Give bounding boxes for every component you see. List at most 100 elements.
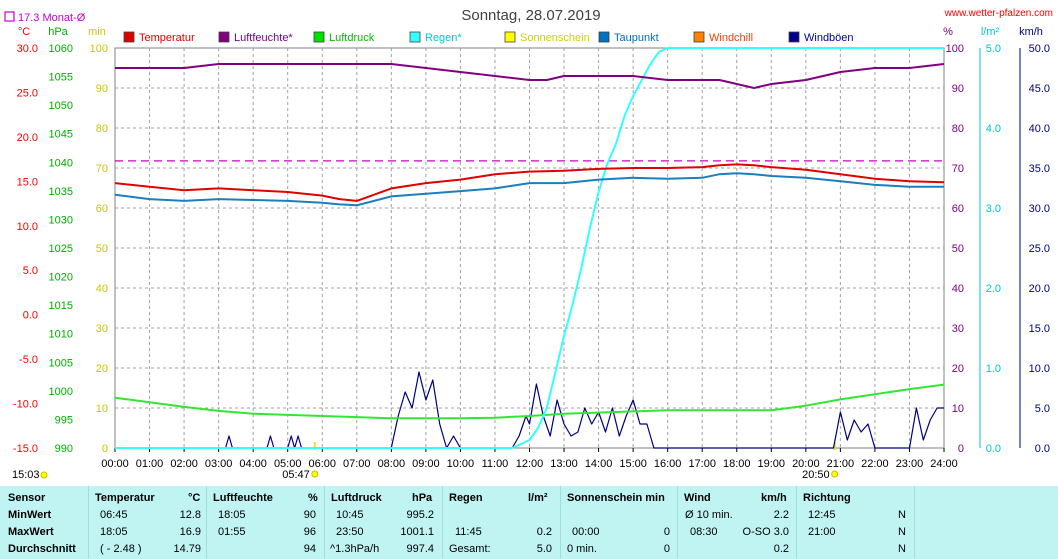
sunshine-axis-tick-label: 60 [96,203,108,215]
rain-axis-tick-label: 2.0 [986,283,1001,295]
cell-press-val: 997.4 [406,543,434,555]
humidity-axis-unit: % [943,26,953,38]
pressure-axis-tick-label: 1055 [49,72,73,84]
cell-rain-val: 5.0 [536,543,552,555]
header-rain-unit: l/m² [528,492,548,504]
cell-temp-val: 14.79 [173,543,201,555]
header-press-unit: hPa [412,492,433,504]
wind-axis-tick-label: 0.0 [1035,443,1050,455]
legend-swatch [598,31,610,43]
legend-label: Luftdruck [329,32,375,44]
wind-axis-tick-label: 45.0 [1029,83,1050,95]
header-press: Luftdruck [331,492,382,504]
source-url: www.wetter-pfalzen.com [944,8,1053,19]
rain-axis-tick-label: 3.0 [986,203,1001,215]
legend-label: Regen* [425,32,462,44]
cell-wind-val: 0.2 [773,543,789,555]
temp-axis-tick-label: 10.0 [17,221,38,233]
cell-dir-time: 21:00 [808,526,836,538]
x-tick-label: 15:00 [619,458,647,470]
pressure-axis-tick-label: 990 [55,443,73,455]
legend-label: Luftfeuchte* [234,32,293,44]
pressure-axis-tick-label: 1040 [49,157,73,169]
row-label: MaxWert [8,526,54,538]
rain-line [115,47,944,449]
legend-label: Windböen [804,32,854,44]
sunshine-axis-tick-label: 100 [90,43,108,55]
x-tick-label: 08:00 [378,458,406,470]
x-tick-label: 23:00 [896,458,924,470]
cell-press-time: 10:45 [336,509,364,521]
legend-swatch [409,31,421,43]
cell-press-val: 1001.1 [400,526,434,538]
wind-axis-tick-label: 25.0 [1029,243,1050,255]
x-tick-label: 21:00 [827,458,855,470]
cell-sun-val: 0 [663,526,670,538]
x-tick-label: 05:00 [274,458,302,470]
legend-swatch [504,31,516,43]
pressure-axis-tick-label: 1050 [49,100,73,112]
x-tick-label: 01:00 [136,458,164,470]
sun-icon [831,470,839,478]
pressure-axis-tick-label: 1060 [49,43,73,55]
x-tick-label: 04:00 [239,458,267,470]
col-divider [324,486,325,559]
x-tick-label: 10:00 [447,458,475,470]
sun-icon [311,470,319,478]
col-divider [206,486,207,559]
pressure-axis-tick-label: 1030 [49,214,73,226]
x-tick-label: 22:00 [861,458,889,470]
humidity-axis-tick-label: 10 [952,403,964,415]
pressure-axis-tick-label: 995 [55,414,73,426]
legend-swatch [788,31,800,43]
sunshine-axis-tick-label: 30 [96,323,108,335]
row-label: Durchschnitt [8,543,76,555]
cell-sun-val: 0 [663,543,670,555]
legend-label: Sonnenschein [520,32,590,44]
col-divider [442,486,443,559]
sun-time-label: 20:50 [802,469,830,481]
humidity-axis-tick-label: 20 [952,363,964,375]
cell-rain-time: Gesamt: [449,543,491,555]
rain-axis-tick-label: 4.0 [986,123,1001,135]
stats-table: Sensor Temperatur °C Luftfeuchte % Luftd… [0,486,1058,559]
month-avg-label: 17.3 Monat-Ø [18,12,86,24]
cell-sun-time: 0 min. [567,543,597,555]
pressure-axis-tick-label: 1035 [49,186,73,198]
header-hum-unit: % [308,492,318,504]
humidity-axis-tick-label: 70 [952,163,964,175]
rain-axis-tick-label: 5.0 [986,43,1001,55]
wind-axis-tick-label: 30.0 [1029,203,1050,215]
col-divider [88,486,89,559]
current-time-label: 15:03 [12,469,40,481]
sun-time-label: 05:47 [282,469,310,481]
pressure-axis-tick-label: 1015 [49,300,73,312]
sunshine-axis-tick-label: 40 [96,283,108,295]
col-divider [677,486,678,559]
dewpoint-line [114,172,944,207]
wind-gust-line [115,371,944,449]
wind-axis-tick-label: 5.0 [1035,403,1050,415]
temp-axis-tick-label: -10.0 [13,399,38,411]
wind-axis-tick-label: 50.0 [1029,43,1050,55]
x-tick-label: 17:00 [688,458,716,470]
header-wind-unit: km/h [761,492,787,504]
rain-axis-tick-label: 1.0 [986,363,1001,375]
cell-rain-time: 11:45 [455,526,482,538]
col-divider [796,486,797,559]
x-tick-label: 13:00 [550,458,578,470]
x-tick-label: 02:00 [170,458,198,470]
cell-wind-time: Ø 10 min. [685,509,733,521]
cell-hum-val: 90 [303,509,316,521]
x-tick-label: 20:00 [792,458,820,470]
temp-axis-tick-label: 30.0 [17,43,38,55]
x-tick-label: 11:00 [482,458,509,470]
temp-axis-tick-label: 25.0 [17,87,38,99]
sun-icon [40,471,48,479]
cell-hum-val: 94 [303,543,316,555]
weather-chart: 00:00 01:00 02:00 03:00 04:00 05:00 06:00 07:00… [4,7,1053,481]
pressure-axis-tick-label: 1020 [49,272,73,284]
pressure-line [114,383,945,420]
legend-label: Taupunkt [614,32,659,44]
sunshine-axis-unit: min [88,26,106,38]
